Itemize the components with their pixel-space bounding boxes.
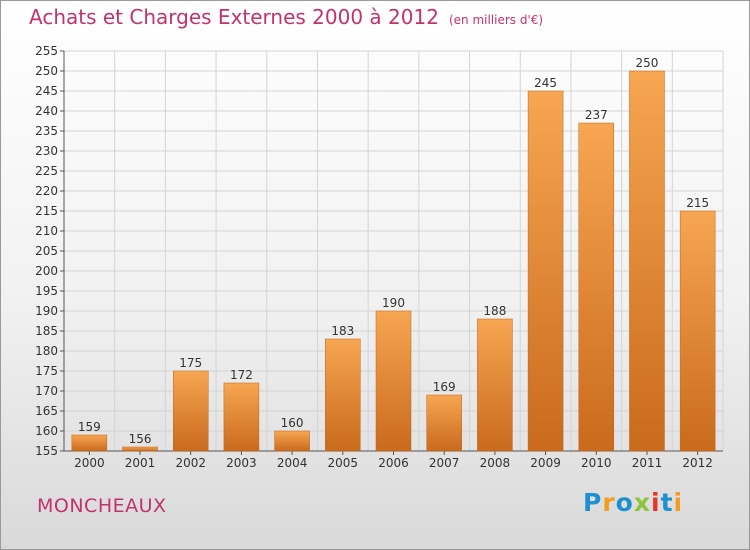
logo-letter: P <box>583 488 603 517</box>
data-label: 172 <box>230 368 253 382</box>
y-tick-label: 165 <box>35 404 58 418</box>
bar <box>578 122 615 452</box>
data-label: 175 <box>179 356 202 370</box>
bar <box>375 310 412 452</box>
data-label: 190 <box>382 296 405 310</box>
label-layer: 155 160 165 170 175 180 185 190 195 200 205 210 215 2… <box>35 44 713 470</box>
x-tick-label: 2009 <box>530 456 561 470</box>
x-tick-label: 2006 <box>378 456 409 470</box>
chart-title: Achats et Charges Externes 2000 à 2012 <box>29 5 439 29</box>
bar <box>325 338 361 452</box>
bar <box>679 210 716 452</box>
proxiti-logo: Proxiti <box>583 488 683 517</box>
y-tick-label: 155 <box>35 444 58 458</box>
bar <box>629 70 665 452</box>
x-tick-label: 2001 <box>125 456 156 470</box>
y-tick-label: 180 <box>35 344 58 358</box>
x-tick-label: 2003 <box>226 456 257 470</box>
y-tick-label: 220 <box>35 184 58 198</box>
x-tick-label: 2010 <box>581 456 612 470</box>
data-label: 245 <box>534 76 557 90</box>
y-tick-label: 175 <box>35 364 58 378</box>
x-tick-label: 2005 <box>328 456 359 470</box>
y-tick-label: 170 <box>35 384 58 398</box>
bar <box>274 430 310 452</box>
y-tick-label: 225 <box>35 164 58 178</box>
data-label: 156 <box>129 432 152 446</box>
y-tick-label: 255 <box>35 44 58 58</box>
x-tick-label: 2004 <box>277 456 308 470</box>
logo-letter: t <box>660 488 674 517</box>
data-label: 188 <box>483 304 506 318</box>
y-tick-label: 195 <box>35 284 58 298</box>
bar <box>477 318 513 452</box>
y-tick-label: 235 <box>35 124 58 138</box>
chart-title-block: Achats et Charges Externes 2000 à 2012 (e… <box>29 5 543 29</box>
bar <box>426 394 462 452</box>
logo-letter: x <box>633 488 651 517</box>
y-tick-label: 250 <box>35 64 58 78</box>
y-tick-label: 210 <box>35 224 58 238</box>
y-tick-label: 190 <box>35 304 58 318</box>
data-label: 237 <box>585 108 608 122</box>
data-label: 160 <box>281 416 304 430</box>
chart-subtitle: (en milliers d'€) <box>448 13 544 27</box>
data-label: 250 <box>636 56 659 70</box>
x-tick-label: 2012 <box>682 456 713 470</box>
bar <box>71 434 108 452</box>
bar <box>172 370 209 452</box>
bar-layer <box>71 70 716 452</box>
logo-letter: o <box>615 488 634 517</box>
data-label: 215 <box>686 196 709 210</box>
y-tick-label: 240 <box>35 104 58 118</box>
x-tick-label: 2008 <box>480 456 511 470</box>
bar <box>527 90 564 452</box>
logo-letter: i <box>673 488 684 517</box>
logo-letter: r <box>602 488 616 517</box>
y-tick-label: 215 <box>35 204 58 218</box>
y-tick-label: 160 <box>35 424 58 438</box>
y-tick-label: 230 <box>35 144 58 158</box>
data-label: 169 <box>433 380 456 394</box>
bar <box>223 382 260 452</box>
x-tick-label: 2011 <box>632 456 663 470</box>
x-tick-label: 2002 <box>175 456 206 470</box>
data-label: 159 <box>78 420 101 434</box>
y-tick-label: 205 <box>35 244 58 258</box>
y-tick-label: 200 <box>35 264 58 278</box>
y-tick-label: 185 <box>35 324 58 338</box>
logo-letter: i <box>651 488 661 517</box>
y-tick-label: 245 <box>35 84 58 98</box>
x-tick-label: 2000 <box>74 456 105 470</box>
commune-name: MONCHEAUX <box>37 495 167 517</box>
bar <box>122 446 158 452</box>
x-tick-label: 2007 <box>429 456 460 470</box>
data-label: 183 <box>331 324 354 338</box>
